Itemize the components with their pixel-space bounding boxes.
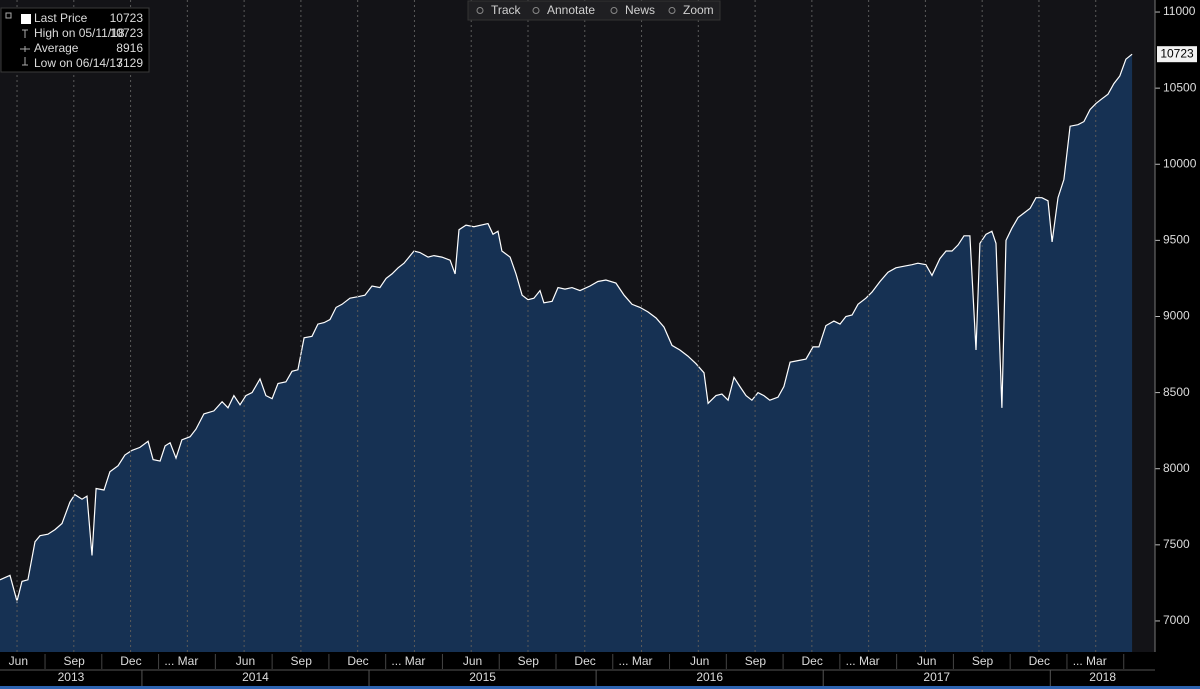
last-price-tag — [1157, 46, 1197, 63]
legend-swatch — [21, 14, 31, 24]
x-tick-label: Dec — [802, 654, 823, 668]
legend-label: Low on 06/14/13 — [34, 56, 123, 70]
toolbar-label[interactable]: News — [625, 3, 655, 17]
legend-value: 7129 — [116, 56, 143, 70]
legend-value: 8916 — [116, 41, 143, 55]
year-label: 2015 — [469, 670, 496, 684]
legend-label: Last Price — [34, 11, 88, 25]
toolbar-label[interactable]: Annotate — [547, 3, 595, 17]
grid — [16, 0, 1097, 652]
x-tick-label: Jun — [463, 654, 482, 668]
year-label: 2013 — [58, 670, 85, 684]
legend-label: Average — [34, 41, 79, 55]
year-label: 2018 — [1089, 670, 1116, 684]
y-tick-label: 8000 — [1163, 461, 1190, 475]
legend-icon-average — [20, 46, 30, 52]
toolbar-button-bg[interactable] — [472, 3, 526, 18]
toolbar-icon — [668, 7, 676, 14]
toolbar-button-bg[interactable] — [664, 3, 718, 18]
x-tick-label: Dec — [347, 654, 368, 668]
x-tick-label: Sep — [745, 654, 767, 668]
x-tick-label: Sep — [518, 654, 540, 668]
x-tick-label: ... Mar — [846, 654, 880, 668]
y-tick-label: 7500 — [1163, 537, 1190, 551]
bottom-bar — [0, 686, 1200, 689]
toolbar-button-bg[interactable] — [528, 3, 604, 18]
y-tick-label: 7000 — [1163, 613, 1190, 627]
legend-icon-high — [22, 29, 28, 38]
year-label: 2014 — [242, 670, 269, 684]
line — [0, 53, 1133, 604]
year-label: 2016 — [696, 670, 723, 684]
y-tick-label: 9000 — [1163, 309, 1190, 323]
legend-collapse[interactable] — [5, 12, 12, 19]
toolbar-button-bg[interactable] — [606, 3, 662, 18]
toolbar-label[interactable]: Track — [491, 3, 522, 17]
marks — [0, 53, 1133, 652]
x-tick-label: Dec — [1029, 654, 1050, 668]
legend-label: High on 05/11/18 — [34, 26, 125, 40]
toolbar-icon — [532, 7, 540, 14]
toolbar-button[interactable]: Zoom — [664, 3, 718, 18]
last-price-label: 10723 — [1160, 46, 1194, 60]
x-tick-label: Dec — [120, 654, 141, 668]
x-tick-label: ... Mar — [391, 654, 425, 668]
x-tick-label: ... Mar — [1073, 654, 1107, 668]
year-label: 2017 — [923, 670, 950, 684]
legend-value: 10723 — [110, 11, 144, 25]
x-tick-label: Jun — [9, 654, 28, 668]
legend-value: 10723 — [110, 26, 144, 40]
x-tick-label: Jun — [236, 654, 255, 668]
axes: Jun Sep Dec ... Mar Jun Sep Dec ... Mar Jun Sep De… — [9, 0, 1197, 686]
x-tick-label: ... Mar — [164, 654, 198, 668]
y-tick-label: 8500 — [1163, 385, 1190, 399]
x-tick-label: Sep — [291, 654, 313, 668]
x-tick-label: Sep — [63, 654, 85, 668]
x-tick-label: Dec — [574, 654, 595, 668]
x-tick-label: Jun — [690, 654, 709, 668]
toolbar-button[interactable]: Annotate — [528, 3, 604, 18]
x-tick-label: ... Mar — [619, 654, 653, 668]
y-tick-label: 9500 — [1163, 233, 1190, 247]
toolbar-label[interactable]: Zoom — [683, 3, 714, 17]
x-tick-label: Sep — [972, 654, 994, 668]
y-tick-label: 10500 — [1163, 80, 1197, 94]
legend-icon-low — [22, 57, 28, 66]
y-tick-label: 10000 — [1163, 156, 1197, 170]
y-tick-label: 11000 — [1163, 4, 1196, 18]
area — [0, 54, 1133, 652]
toolbar-icon — [610, 7, 618, 14]
toolbar-button[interactable]: Track — [472, 3, 526, 18]
toolbar-icon — [476, 7, 484, 14]
toolbar-button[interactable]: News — [606, 3, 662, 18]
x-tick-label: Jun — [917, 654, 936, 668]
toolbar: Track Annotate News Zoom — [467, 0, 721, 21]
